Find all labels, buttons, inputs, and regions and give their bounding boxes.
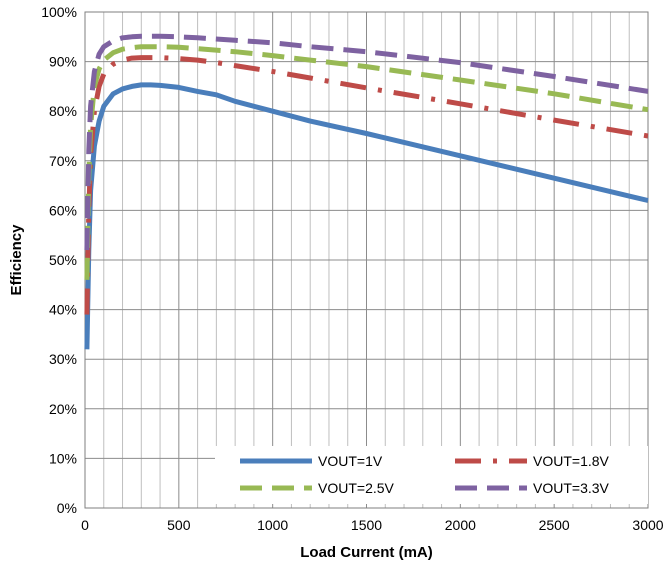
x-tick-label: 3000 [632, 517, 663, 533]
series-line-1 [84, 82, 649, 350]
x-tick-label: 0 [81, 517, 89, 533]
legend-label-3: VOUT=2.5V [318, 480, 395, 496]
x-tick-label: 2000 [445, 517, 476, 533]
x-tick-label: 2500 [539, 517, 570, 533]
y-tick-label: 30% [49, 351, 77, 367]
y-tick-label: 100% [41, 4, 77, 20]
y-axis-tick-labels: 0% 10% 20% 30% 40% 50% 60% 70% 80% 90% 100% [41, 4, 77, 516]
y-tick-label: 80% [49, 103, 77, 119]
y-tick-label: 90% [49, 54, 77, 70]
legend-box [215, 446, 648, 504]
y-tick-label: 50% [49, 252, 77, 268]
y-tick-label: 0% [57, 500, 77, 516]
x-tick-label: 1500 [351, 517, 382, 533]
y-tick-label: 60% [49, 202, 77, 218]
y-tick-label: 10% [49, 450, 77, 466]
series-line-2 [84, 55, 649, 315]
legend-label-4: VOUT=3.3V [533, 480, 610, 496]
x-axis-tick-labels: 0 500 1000 1500 2000 2500 3000 [81, 517, 664, 533]
x-axis-title: Load Current (mA) [300, 544, 433, 561]
legend: VOUT=1V VOUT=1.8V VOUT=2.5V VOUT=3.3V [215, 446, 648, 504]
x-tick-label: 500 [167, 517, 191, 533]
legend-label-1: VOUT=1V [318, 453, 383, 469]
y-tick-label: 40% [49, 302, 77, 318]
series-line-4 [84, 33, 649, 251]
y-tick-label: 70% [49, 153, 77, 169]
major-gridlines [85, 12, 648, 508]
legend-label-2: VOUT=1.8V [533, 453, 610, 469]
y-axis-title: Efficiency [8, 224, 25, 296]
series-lines [84, 33, 649, 350]
legend-items: VOUT=1V VOUT=1.8V VOUT=2.5V VOUT=3.3V [240, 453, 610, 496]
x-tick-label: 1000 [257, 517, 288, 533]
y-tick-label: 20% [49, 401, 77, 417]
